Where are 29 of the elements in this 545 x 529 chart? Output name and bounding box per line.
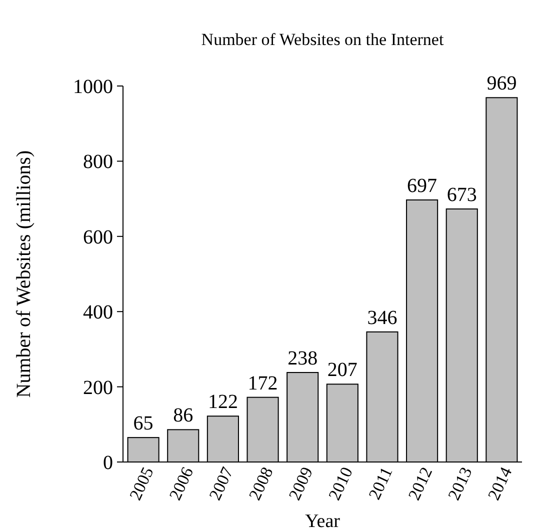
data-label: 86 <box>173 404 194 427</box>
y-tick-label: 400 <box>83 302 113 324</box>
data-label: 172 <box>248 372 278 394</box>
y-tick-label: 200 <box>83 376 113 399</box>
x-tick-label: 2009 <box>285 464 317 504</box>
x-tick-label: 2014 <box>484 464 516 504</box>
data-label: 238 <box>288 348 318 370</box>
x-tick-label: 2006 <box>166 464 198 504</box>
y-tick-label: 0 <box>103 452 113 474</box>
x-tick-label: 2005 <box>126 464 158 504</box>
data-label: 65 <box>133 412 154 435</box>
x-tick-label: 2008 <box>245 464 277 504</box>
data-label: 969 <box>486 72 517 95</box>
y-tick-label: 800 <box>83 151 113 174</box>
data-label: 346 <box>367 306 398 329</box>
y-tick-label: 1000 <box>73 76 113 98</box>
chart-title: Number of Websites on the Internet <box>201 30 444 49</box>
x-tick-label: 2007 <box>205 464 238 504</box>
y-axis-title: Number of Websites (millions) <box>13 150 35 398</box>
data-label: 122 <box>208 391 238 414</box>
y-tick-label: 600 <box>83 226 113 248</box>
data-label: 697 <box>407 174 438 197</box>
x-tick-label: 2012 <box>404 464 436 504</box>
x-tick-label: 2013 <box>444 464 476 504</box>
x-tick-label: 2011 <box>364 464 396 502</box>
x-axis-title: Year <box>304 511 341 529</box>
data-label: 673 <box>446 184 477 206</box>
data-label: 207 <box>327 359 358 382</box>
x-tick-label: 2010 <box>324 464 356 504</box>
